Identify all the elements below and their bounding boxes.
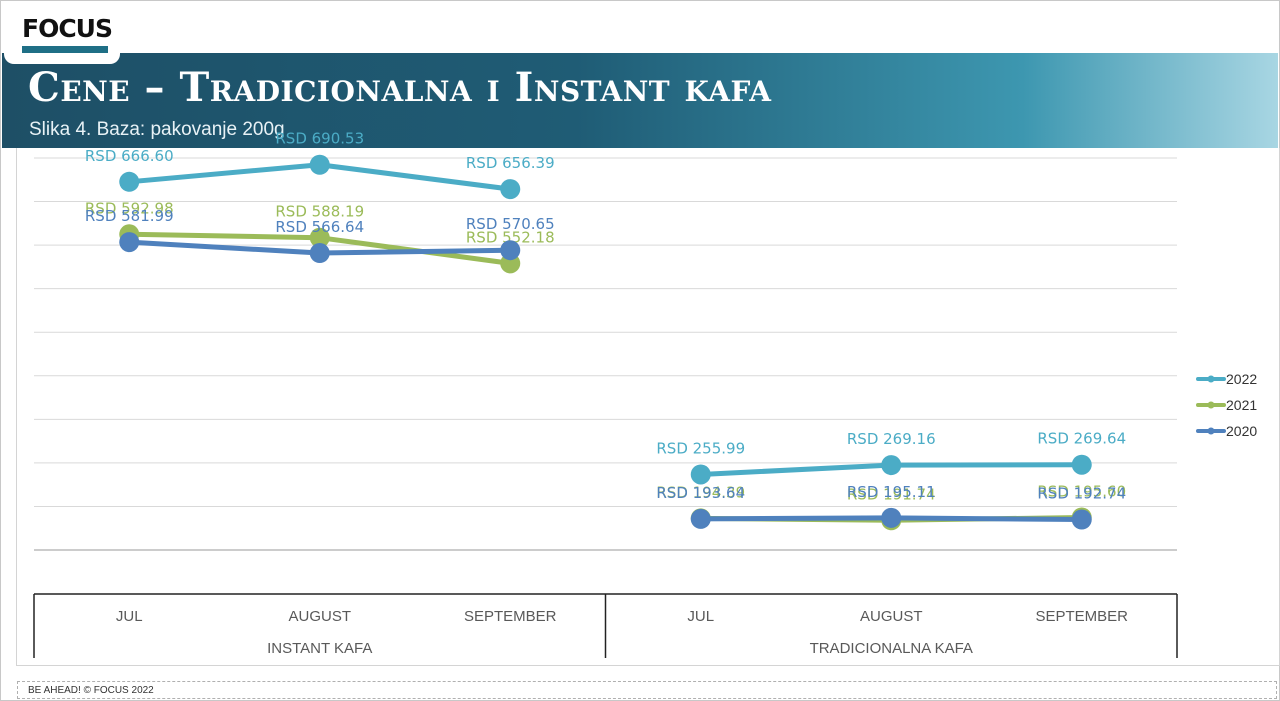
data-point-2020: [1071, 509, 1092, 530]
price-line-chart: JUL AUGUST SEPTEMBER INSTANT KAFA JUL AUGUST S…: [33, 130, 1257, 658]
data-point-2020: [119, 232, 140, 253]
data-label-2021: RSD 552.18: [466, 228, 555, 246]
data-point-2022: [119, 171, 140, 192]
data-point-2020: [500, 240, 521, 261]
footer: BE AHEAD! © FOCUS 2022: [17, 681, 1277, 699]
data-label-2020: RSD 570.65: [466, 215, 555, 233]
data-label-2021: RSD 195.60: [1037, 482, 1126, 500]
data-label-2022: RSD 269.64: [1037, 430, 1126, 448]
data-label-2021: RSD 592.98: [85, 199, 174, 217]
data-label-2022: RSD 666.60: [85, 147, 174, 165]
legend-label-2021: 2021: [1226, 397, 1257, 413]
data-point-2022: [690, 464, 711, 485]
x-group-label: INSTANT KAFA: [267, 640, 372, 657]
legend-marker-2021: [1207, 401, 1215, 409]
x-group-label: TRADICIONALNA KAFA: [810, 640, 973, 657]
page-title: Cene – Tradicionalna i Instant kafa: [28, 64, 772, 111]
data-point-2020: [881, 507, 902, 528]
data-point-2020: [690, 508, 711, 529]
logo: FOCUS: [4, 2, 120, 64]
data-label-2022: RSD 269.16: [847, 430, 936, 448]
logo-text: FOCUS: [22, 14, 113, 43]
x-tick-label: JUL: [687, 608, 714, 625]
legend-marker-2020: [1207, 427, 1215, 435]
x-tick-label: SEPTEMBER: [464, 608, 557, 625]
data-label-2020: RSD 195.11: [847, 483, 936, 501]
data-label-2020: RSD 581.99: [85, 207, 174, 225]
data-label-2020: RSD 566.64: [275, 218, 364, 236]
legend-label-2020: 2020: [1226, 423, 1257, 439]
logo-bar: [22, 46, 108, 53]
data-point-2022: [309, 154, 330, 175]
legend-label-2022: 2022: [1226, 371, 1257, 387]
data-label-2022: RSD 255.99: [656, 439, 745, 457]
data-label-2021: RSD 194.39: [656, 483, 745, 501]
data-point-2022: [500, 179, 521, 200]
header-banner: [2, 53, 1278, 148]
data-label-2021: RSD 588.19: [275, 203, 364, 221]
data-point-2022: [1071, 454, 1092, 475]
page-subtitle: Slika 4. Baza: pakovanje 200g: [29, 119, 285, 140]
x-tick-label: SEPTEMBER: [1035, 608, 1128, 625]
legend-marker-2022: [1207, 375, 1215, 383]
data-label-2022: RSD 690.53: [275, 130, 364, 148]
data-label-2022: RSD 656.39: [466, 154, 555, 172]
data-point-2021: [309, 227, 330, 248]
data-label-2020: RSD 193.64: [656, 484, 745, 502]
data-point-2022: [881, 455, 902, 476]
data-point-2020: [309, 243, 330, 264]
data-label-2021: RSD 191.74: [847, 485, 936, 503]
data-label-2020: RSD 192.74: [1037, 485, 1126, 503]
x-tick-label: AUGUST: [288, 608, 351, 625]
x-tick-label: AUGUST: [860, 608, 923, 625]
x-tick-label: JUL: [116, 608, 143, 625]
